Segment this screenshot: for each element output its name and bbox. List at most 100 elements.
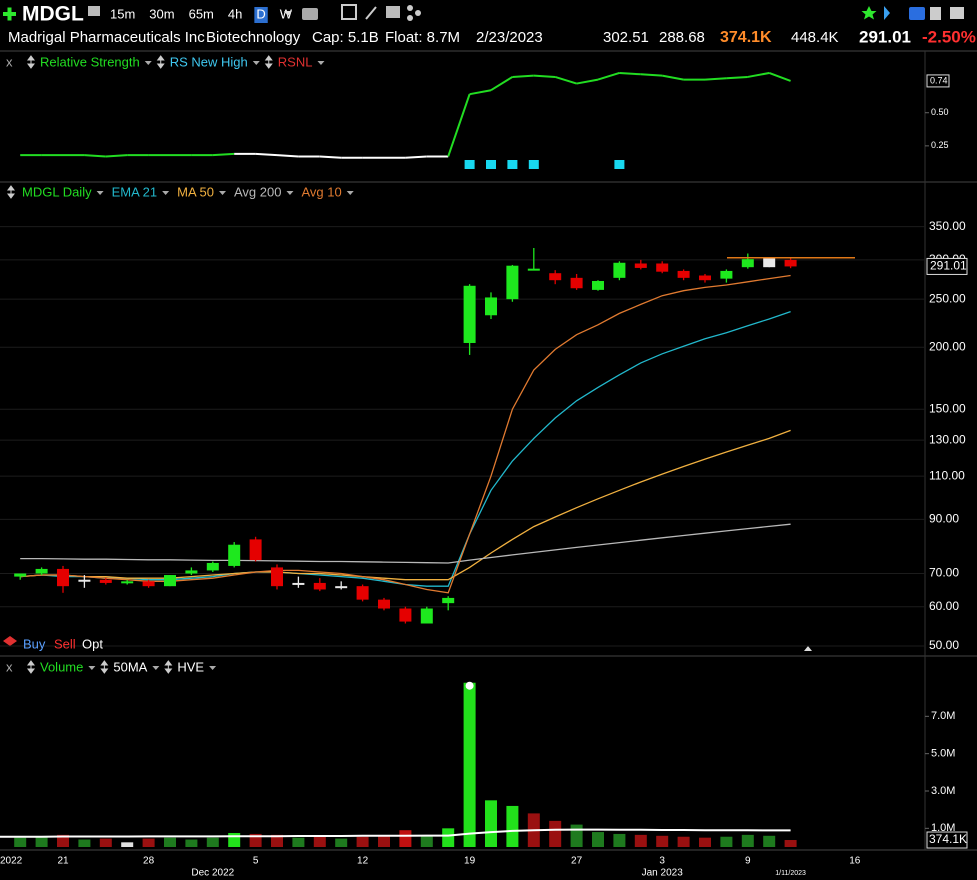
moving-average-line	[20, 429, 791, 581]
legend-entry[interactable]: EMA 21	[112, 184, 158, 199]
candle-body	[677, 270, 690, 278]
volume: 374.1K	[720, 29, 772, 46]
rs-line	[619, 71, 641, 76]
rs-line	[662, 74, 684, 81]
reorder-icon[interactable]	[100, 660, 109, 674]
candle-body	[271, 567, 283, 587]
reorder-icon[interactable]	[27, 55, 35, 69]
tool-icon[interactable]	[88, 6, 100, 16]
timeframe-button[interactable]: 15m	[110, 6, 135, 21]
current-price-label: 291.01	[930, 259, 967, 273]
legend-entry[interactable]: 50MA	[113, 659, 147, 674]
trade-button[interactable]: Sell	[54, 636, 76, 651]
dropdown-arrow[interactable]	[96, 191, 104, 195]
tool-icon[interactable]	[407, 5, 413, 11]
tool-icon[interactable]	[950, 7, 964, 19]
volume-bar	[57, 834, 69, 847]
reorder-icon[interactable]	[7, 185, 15, 199]
x-tick-label: 3	[659, 856, 665, 867]
reorder-icon[interactable]	[27, 660, 35, 674]
add-icon[interactable]	[3, 7, 16, 21]
volume-bar	[228, 833, 241, 847]
candle-body	[249, 539, 262, 561]
rs-new-high-marker	[464, 160, 475, 169]
candle-body	[570, 277, 583, 289]
star-icon[interactable]	[861, 6, 877, 20]
reorder-icon[interactable]	[156, 55, 165, 69]
current-value-box	[926, 74, 950, 88]
rs-line	[447, 93, 471, 157]
timeframe-button[interactable]: 30m	[149, 6, 174, 21]
volume-bar	[292, 837, 305, 847]
last-price: 291.01	[859, 27, 911, 46]
tool-icon[interactable]	[884, 6, 890, 20]
close-panel[interactable]: x	[6, 659, 13, 674]
timeframe-button[interactable]: 65m	[189, 6, 214, 21]
legend-entry[interactable]: RSNL	[278, 54, 313, 69]
x-tick-label: 12	[357, 856, 369, 867]
candle-body	[335, 586, 348, 589]
dropdown-arrow[interactable]	[152, 666, 160, 670]
reorder-icon[interactable]	[264, 55, 273, 69]
timeframe-button[interactable]: W	[280, 6, 293, 21]
candle-body	[356, 586, 369, 600]
y-tick-label: 200.00	[929, 339, 966, 353]
dropdown-arrow[interactable]	[218, 191, 226, 195]
volume-bar	[677, 836, 690, 847]
candle-body	[121, 581, 134, 584]
candle-body	[420, 608, 433, 624]
dropdown-arrow[interactable]	[317, 61, 325, 65]
dropdown-arrow[interactable]	[144, 61, 152, 65]
volume-bar	[592, 832, 604, 847]
reorder-icon[interactable]	[164, 660, 173, 674]
legend-entry[interactable]: Volume	[40, 659, 83, 674]
volume-bar	[442, 828, 455, 847]
avg-volume: 448.4K	[791, 29, 839, 46]
legend-entry[interactable]: Relative Strength	[40, 54, 140, 69]
legend-entry[interactable]: HVE	[177, 659, 204, 674]
tool-icon[interactable]	[365, 6, 377, 20]
trade-button[interactable]: Opt	[82, 636, 103, 651]
tool-icon[interactable]	[302, 8, 318, 20]
trade-button[interactable]: Buy	[23, 636, 46, 651]
volume-bar	[378, 835, 390, 847]
tool-icon[interactable]	[909, 7, 925, 20]
dropdown-arrow[interactable]	[162, 191, 170, 195]
dropdown-icon[interactable]	[284, 11, 292, 16]
scroll-icon[interactable]	[804, 646, 812, 651]
candle-body	[763, 258, 776, 268]
tool-icon[interactable]	[386, 6, 400, 18]
x-month-label: Jan 2023	[642, 868, 684, 879]
tool-icon[interactable]	[341, 4, 357, 20]
symbol[interactable]: MDGL	[22, 3, 84, 26]
legend-entry[interactable]: Avg 200	[234, 184, 281, 199]
volume-bar	[613, 833, 626, 847]
rs-line	[469, 89, 492, 96]
x-tick-label: 21	[57, 856, 69, 867]
dropdown-arrow[interactable]	[286, 191, 294, 195]
close-panel[interactable]: x	[6, 54, 13, 69]
tool-icon[interactable]	[415, 10, 421, 16]
tool-icon[interactable]	[930, 7, 941, 20]
legend-entry[interactable]: MDGL Daily	[22, 184, 92, 199]
legend-entry[interactable]: MA 50	[177, 184, 214, 199]
dropdown-arrow[interactable]	[346, 191, 354, 195]
volume-bar	[271, 834, 283, 847]
legend-entry[interactable]: RS New High	[170, 54, 248, 69]
rs-line	[726, 75, 748, 80]
volume-bar	[356, 836, 369, 847]
y-tick-label: 50.00	[929, 638, 959, 652]
dropdown-arrow[interactable]	[209, 666, 217, 670]
legend-entry[interactable]: Avg 10	[301, 184, 341, 199]
timeframe-button[interactable]: D	[256, 6, 265, 21]
y-tick-label: 70.00	[929, 566, 959, 580]
trade-icon[interactable]	[3, 636, 17, 646]
rs-new-high-marker	[486, 160, 496, 169]
timeframe-button[interactable]: 4h	[228, 6, 242, 21]
moving-average-line	[20, 310, 791, 587]
dropdown-arrow[interactable]	[252, 61, 260, 65]
dropdown-arrow[interactable]	[88, 666, 96, 670]
volume-bar	[485, 800, 497, 847]
tool-icon[interactable]	[407, 15, 413, 21]
y-tick-label: 110.00	[929, 468, 965, 482]
